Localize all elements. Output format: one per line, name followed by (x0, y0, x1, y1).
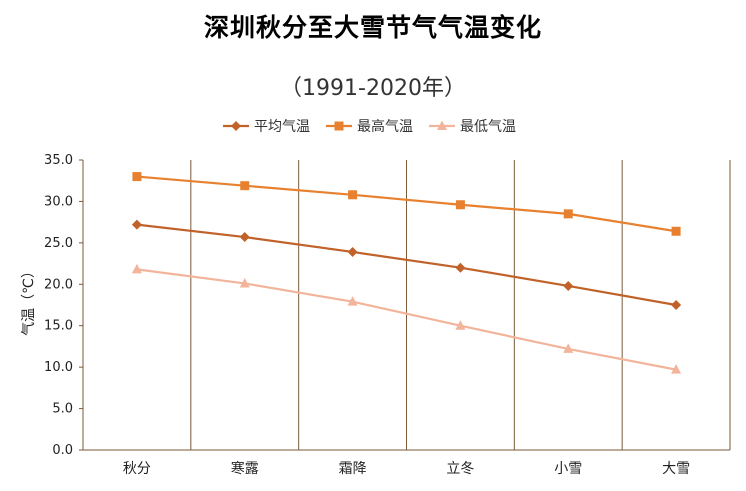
y-tick-label: 35.0 (44, 153, 73, 168)
legend-label: 平均气温 (254, 119, 310, 135)
y-tick-label: 10.0 (44, 360, 73, 375)
data-point (131, 219, 142, 230)
x-tick-label: 立冬 (446, 461, 474, 477)
y-tick-label: 25.0 (44, 236, 73, 251)
data-point (240, 181, 250, 191)
x-tick-label: 秋分 (123, 461, 151, 477)
data-point (671, 364, 682, 374)
data-point (671, 226, 681, 236)
data-point (131, 263, 142, 274)
y-tick-label: 0.0 (52, 443, 73, 458)
series-line-1 (136, 223, 677, 307)
series-line-2 (136, 175, 677, 233)
y-axis-label: 气温（℃） (21, 264, 37, 336)
data-point (239, 232, 250, 243)
data-point (239, 277, 250, 288)
legend-marker (231, 121, 241, 131)
data-point (455, 320, 466, 330)
chart-subtitle: （1991-2020年） (280, 76, 466, 101)
data-point (563, 343, 574, 353)
data-point (563, 280, 574, 291)
x-tick-label: 小雪 (554, 461, 582, 477)
x-tick-label: 霜降 (339, 461, 367, 477)
data-point (347, 246, 358, 257)
series-line-3 (136, 268, 677, 371)
legend-label: 最高气温 (357, 118, 413, 135)
legend-marker (437, 120, 447, 130)
legend-label: 最低气温 (460, 119, 516, 135)
y-tick-label: 15.0 (44, 319, 73, 334)
y-tick-label: 5.0 (52, 402, 73, 417)
x-tick-label: 大雪 (662, 461, 690, 477)
data-point (455, 200, 465, 210)
data-point (132, 172, 142, 182)
x-tick-label: 寒露 (231, 460, 259, 477)
chart-title: 深圳秋分至大雪节气气温变化 (203, 13, 542, 42)
data-point (348, 190, 358, 200)
data-point (347, 296, 358, 306)
data-point (671, 300, 682, 310)
y-tick-label: 20.0 (44, 277, 73, 292)
y-tick-label: 30.0 (44, 194, 73, 209)
legend-marker (334, 121, 344, 131)
data-point (563, 209, 573, 219)
data-point (455, 262, 466, 273)
